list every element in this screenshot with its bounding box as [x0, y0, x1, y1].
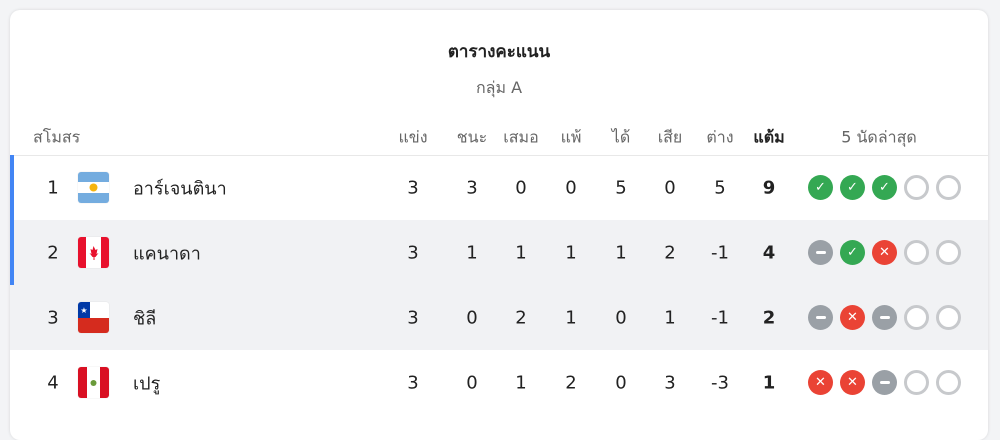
header-won: ชนะ: [456, 127, 488, 146]
recent-form: ✕ ✕: [808, 370, 961, 395]
empty-result-icon: [904, 240, 929, 265]
lost-value: 2: [565, 372, 577, 393]
recent-form: ✓ ✕: [808, 240, 961, 265]
played-value: 3: [407, 242, 419, 263]
ga-value: 0: [664, 177, 676, 198]
table-row[interactable]: 1 อาร์เจนตินา 3 3 0 0 5 0 5 9 ✓ ✓ ✓: [10, 155, 988, 220]
won-value: 1: [466, 242, 478, 263]
won-value: 0: [466, 307, 478, 328]
standings-card: ตารางคะแนน กลุ่ม A สโมสร แข่ง ชนะ เสมอ แ…: [10, 10, 988, 440]
standings-title: ตารางคะแนน: [447, 42, 551, 62]
recent-form: ✕: [808, 305, 961, 330]
empty-result-icon: [936, 370, 961, 395]
win-check-icon[interactable]: ✓: [808, 175, 833, 200]
ga-value: 2: [664, 242, 676, 263]
gf-value: 0: [615, 372, 627, 393]
group-label: กลุ่ม A: [475, 78, 523, 97]
lost-value: 1: [565, 242, 577, 263]
gd-value: 5: [714, 177, 726, 198]
played-value: 3: [407, 307, 419, 328]
win-check-icon[interactable]: ✓: [872, 175, 897, 200]
header-club: สโมสร: [33, 127, 81, 146]
won-value: 3: [466, 177, 478, 198]
rank: 3: [47, 307, 59, 328]
ga-value: 1: [664, 307, 676, 328]
header-gd: ต่าง: [706, 127, 734, 146]
pts-value: 2: [762, 307, 776, 328]
played-value: 3: [407, 372, 419, 393]
rank: 4: [47, 372, 59, 393]
win-check-icon[interactable]: ✓: [840, 175, 865, 200]
draw-minus-icon[interactable]: [808, 305, 833, 330]
drawn-value: 2: [515, 307, 527, 328]
empty-result-icon: [936, 305, 961, 330]
gf-value: 0: [615, 307, 627, 328]
played-value: 3: [407, 177, 419, 198]
drawn-value: 1: [515, 242, 527, 263]
ga-value: 3: [664, 372, 676, 393]
rank: 2: [47, 242, 59, 263]
table-header: สโมสร แข่ง ชนะ เสมอ แพ้ ได้ เสีย ต่าง แต…: [10, 120, 988, 156]
header-drawn: เสมอ: [503, 127, 539, 146]
qualification-marker: [10, 155, 14, 220]
header-ga: เสีย: [657, 127, 683, 146]
flag-canada-icon: [78, 237, 109, 268]
draw-minus-icon[interactable]: [872, 305, 897, 330]
pts-value: 1: [762, 372, 776, 393]
gf-value: 5: [615, 177, 627, 198]
qualification-marker: [10, 220, 14, 285]
empty-result-icon: [936, 240, 961, 265]
header-pts: แต้ม: [753, 127, 785, 146]
table-row[interactable]: 3 ★ ชิลี 3 0 2 1 0 1 -1 2 ✕: [10, 285, 988, 350]
header-gf: ได้: [611, 127, 631, 146]
header-form: 5 นัดล่าสุด: [841, 127, 917, 146]
loss-x-icon[interactable]: ✕: [808, 370, 833, 395]
gd-value: -1: [711, 242, 729, 263]
flag-peru-icon: [78, 367, 109, 398]
flag-chile-icon: ★: [78, 302, 109, 333]
header-played: แข่ง: [398, 127, 428, 146]
gf-value: 1: [615, 242, 627, 263]
loss-x-icon[interactable]: ✕: [872, 240, 897, 265]
pts-value: 4: [762, 242, 776, 263]
empty-result-icon: [904, 370, 929, 395]
lost-value: 0: [565, 177, 577, 198]
table-row[interactable]: 2 แคนาดา 3 1 1 1 1 2 -1 4 ✓ ✕: [10, 220, 988, 285]
team-name[interactable]: เปรู: [133, 373, 161, 394]
won-value: 0: [466, 372, 478, 393]
draw-minus-icon[interactable]: [872, 370, 897, 395]
win-check-icon[interactable]: ✓: [840, 240, 865, 265]
draw-minus-icon[interactable]: [808, 240, 833, 265]
recent-form: ✓ ✓ ✓: [808, 175, 961, 200]
pts-value: 9: [762, 177, 776, 198]
table-row[interactable]: 4 เปรู 3 0 1 2 0 3 -3 1 ✕ ✕: [10, 350, 988, 415]
empty-result-icon: [936, 175, 961, 200]
gd-value: -3: [711, 372, 729, 393]
team-name[interactable]: ชิลี: [133, 308, 157, 329]
loss-x-icon[interactable]: ✕: [840, 370, 865, 395]
empty-result-icon: [904, 305, 929, 330]
rank: 1: [47, 177, 59, 198]
lost-value: 1: [565, 307, 577, 328]
team-name[interactable]: แคนาดา: [133, 243, 201, 264]
svg-text:★: ★: [80, 306, 87, 315]
gd-value: -1: [711, 307, 729, 328]
drawn-value: 0: [515, 177, 527, 198]
drawn-value: 1: [515, 372, 527, 393]
flag-argentina-icon: [78, 172, 109, 203]
team-name[interactable]: อาร์เจนตินา: [133, 178, 227, 199]
loss-x-icon[interactable]: ✕: [840, 305, 865, 330]
header-lost: แพ้: [560, 127, 582, 146]
empty-result-icon: [904, 175, 929, 200]
